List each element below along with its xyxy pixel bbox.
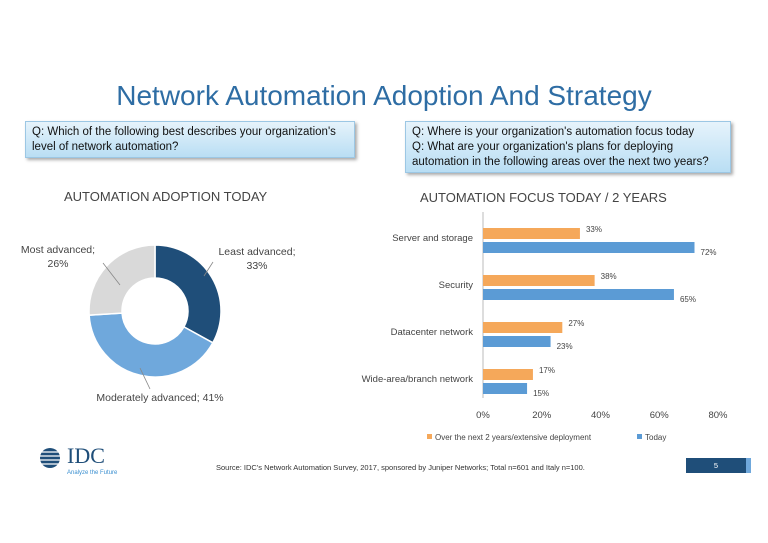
x-tick-label: 0% bbox=[476, 410, 490, 421]
data-label: 23% bbox=[557, 342, 573, 351]
source-note: Source: IDC's Network Automation Survey,… bbox=[216, 463, 585, 472]
logo-text: IDC bbox=[67, 443, 105, 468]
category-label: Datacenter network bbox=[391, 327, 474, 338]
leader-line bbox=[102, 262, 121, 286]
bar-next-2-years bbox=[483, 275, 595, 286]
bar-next-2-years bbox=[483, 322, 563, 333]
question-line: Q: Where is your organization's automati… bbox=[412, 126, 695, 138]
page-number: 5 bbox=[686, 458, 746, 473]
data-label: 15% bbox=[533, 389, 549, 398]
bar-next-2-years bbox=[483, 369, 533, 380]
leader-line bbox=[203, 261, 214, 277]
bar-today bbox=[483, 289, 674, 300]
leader-line bbox=[139, 367, 151, 390]
question-line: Q: Which of the following best describes… bbox=[32, 126, 336, 138]
question-line: level of network automation? bbox=[32, 141, 179, 153]
data-label: 27% bbox=[568, 319, 584, 328]
slide-title: Network Automation Adoption And Strategy bbox=[116, 80, 652, 111]
donut-title: AUTOMATION ADOPTION TODAY bbox=[64, 189, 268, 204]
data-label: 17% bbox=[539, 366, 555, 375]
donut-slice-2 bbox=[88, 244, 156, 316]
category-label: Security bbox=[439, 280, 474, 291]
category-label: Server and storage bbox=[392, 233, 473, 244]
bar-today bbox=[483, 336, 551, 347]
legend-swatch bbox=[637, 434, 642, 439]
x-tick-label: 20% bbox=[532, 410, 552, 421]
legend-label: Over the next 2 years/extensive deployme… bbox=[435, 433, 592, 442]
legend-swatch bbox=[427, 434, 432, 439]
label-moderately-advanced: Moderately advanced; 41% bbox=[96, 392, 224, 404]
question-box-left: Q: Which of the following best describes… bbox=[25, 121, 355, 158]
bar-today bbox=[483, 383, 528, 394]
category-label: Wide-area/branch network bbox=[362, 374, 474, 385]
donut-slice-1 bbox=[88, 312, 214, 378]
data-label: 72% bbox=[701, 248, 717, 257]
data-label: 33% bbox=[586, 225, 602, 234]
x-tick-label: 80% bbox=[708, 410, 728, 421]
x-tick-label: 60% bbox=[650, 410, 670, 421]
bar-title: AUTOMATION FOCUS TODAY / 2 YEARS bbox=[420, 190, 667, 205]
question-line: Q: What are your organization's plans fo… bbox=[412, 141, 674, 153]
question-box-right: Q: Where is your organization's automati… bbox=[405, 121, 731, 173]
donut-slice-0 bbox=[154, 244, 222, 344]
logo-tagline: Analyze the Future bbox=[67, 470, 118, 476]
bar-next-2-years bbox=[483, 228, 580, 239]
legend-label: Today bbox=[645, 433, 666, 442]
label-most-advanced: Most advanced; 26% bbox=[20, 244, 96, 270]
question-line: automation in the following areas over t… bbox=[412, 156, 709, 168]
data-label: 65% bbox=[680, 295, 696, 304]
label-least-advanced: Least advanced; 33% bbox=[218, 246, 296, 272]
page-accent bbox=[746, 458, 751, 473]
bar-today bbox=[483, 242, 695, 253]
data-label: 38% bbox=[601, 272, 617, 281]
x-tick-label: 40% bbox=[591, 410, 611, 421]
idc-logo: IDC Analyze the Future bbox=[34, 445, 134, 479]
